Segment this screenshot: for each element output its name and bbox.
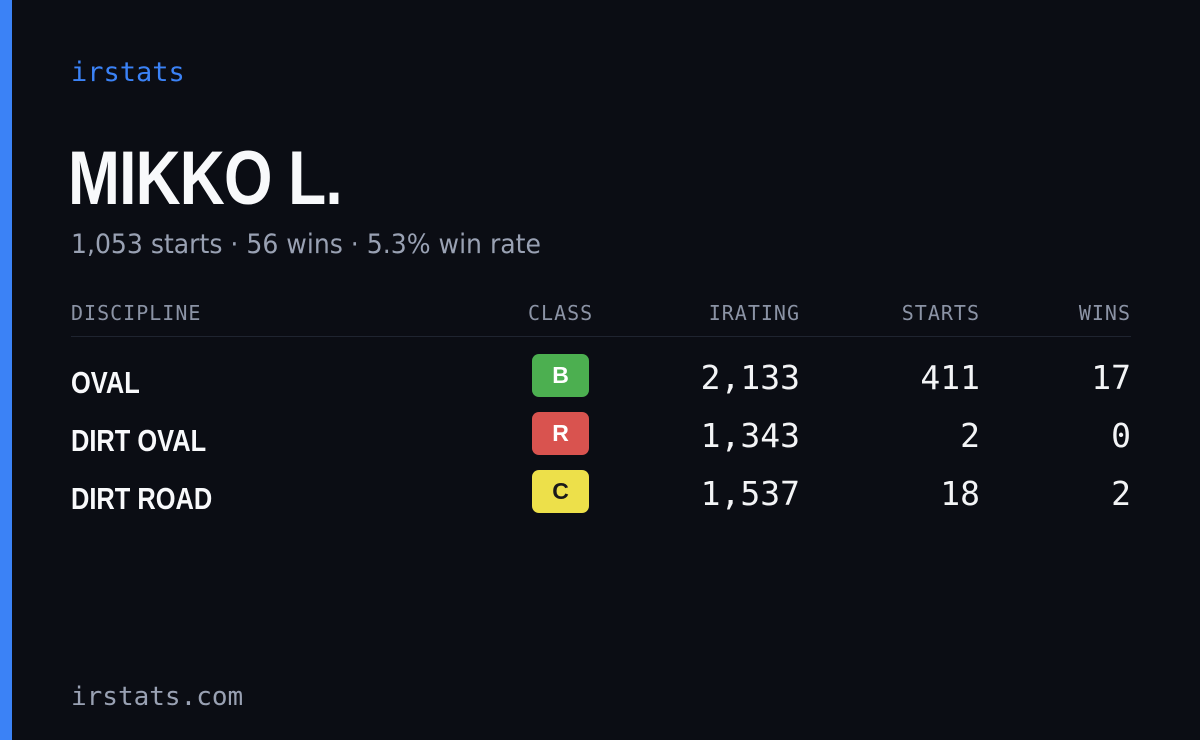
wins-value: 0 <box>1111 416 1131 455</box>
class-badge: B <box>532 354 589 397</box>
irating-value: 1,537 <box>700 474 800 513</box>
table-header: DISCIPLINE CLASS IRATING STARTS WINS <box>71 298 1131 337</box>
table-row: DIRT OVAL R 1,343 2 0 <box>71 412 1131 470</box>
starts-value: 411 <box>920 358 980 397</box>
wins-value: 17 <box>1091 358 1131 397</box>
discipline-name: OVAL <box>71 365 140 400</box>
header-wins: WINS <box>1078 301 1131 325</box>
header-discipline: DISCIPLINE <box>71 301 202 325</box>
wins-value: 2 <box>1111 474 1131 513</box>
driver-name: MIKKO L. <box>68 136 343 221</box>
header-class: CLASS <box>528 301 594 325</box>
stats-table: DISCIPLINE CLASS IRATING STARTS WINS OVA… <box>71 298 1131 528</box>
starts-value: 18 <box>940 474 980 513</box>
discipline-name: DIRT ROAD <box>71 481 213 516</box>
irating-value: 1,343 <box>700 416 800 455</box>
table-row: OVAL B 2,133 411 17 <box>71 354 1131 412</box>
footer-url[interactable]: irstats.com <box>71 682 244 712</box>
table-row: DIRT ROAD C 1,537 18 2 <box>71 470 1131 528</box>
class-badge: R <box>532 412 589 455</box>
header-starts: STARTS <box>901 301 980 325</box>
driver-summary: 1,053 starts · 56 wins · 5.3% win rate <box>71 229 541 260</box>
discipline-name: DIRT OVAL <box>71 423 207 458</box>
class-badge: C <box>532 470 589 513</box>
accent-bar <box>0 0 12 740</box>
irating-value: 2,133 <box>700 358 800 397</box>
header-irating: IRATING <box>708 301 800 325</box>
starts-value: 2 <box>960 416 980 455</box>
brand-logo-text[interactable]: irstats <box>71 57 185 88</box>
